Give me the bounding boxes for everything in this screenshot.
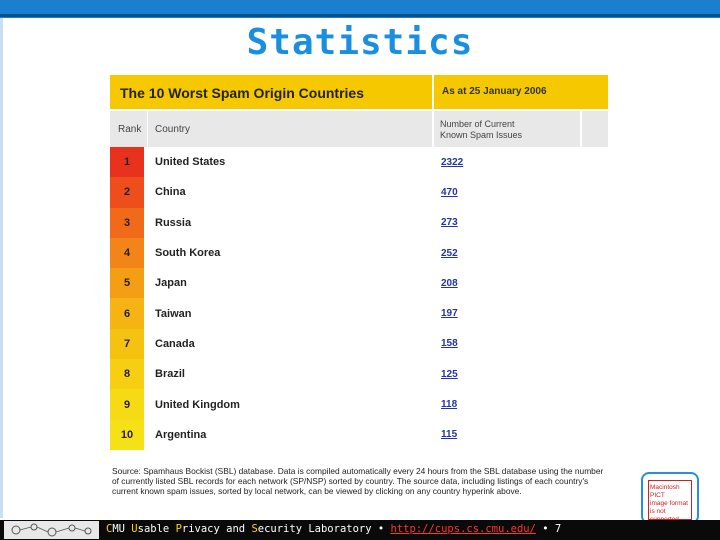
column-header-row: Rank Country Number of Current Known Spa… [110, 109, 608, 147]
table-header: The 10 Worst Spam Origin Countries As at… [110, 75, 608, 109]
country-cell: Russia [155, 216, 192, 229]
placeholder-line1: Macintosh PICT [650, 484, 680, 499]
table-date-note: As at 25 January 2006 [432, 75, 608, 109]
spam-table: The 10 Worst Spam Origin Countries As at… [110, 75, 608, 450]
cups-logo-icon [4, 521, 99, 539]
spam-count-link[interactable]: 273 [441, 217, 458, 229]
footer-text: CMU Usable Privacy and Security Laborato… [106, 523, 561, 535]
table-row: 9 United Kingdom 118 [110, 389, 608, 420]
table-row: 3 Russia 273 [110, 207, 608, 238]
footer-u: U [131, 523, 138, 535]
table-heading: The 10 Worst Spam Origin Countries [110, 75, 432, 109]
country-cell: Canada [155, 337, 195, 350]
footer-ecurity: ecurity Laboratory • [257, 523, 391, 535]
unsupported-image-placeholder: Macintosh PICT image format is not suppo… [641, 472, 699, 524]
placeholder-line3: is not supported [650, 508, 679, 522]
rank-cell: 2 [110, 177, 144, 208]
spam-count-link[interactable]: 158 [441, 338, 458, 350]
country-cell: China [155, 186, 186, 199]
rank-cell: 1 [110, 147, 144, 178]
source-note: Source: Spamhaus Bockist (SBL) database.… [112, 466, 604, 496]
country-cell: Japan [155, 277, 187, 290]
spam-count-link[interactable]: 208 [441, 277, 458, 289]
rank-cell: 6 [110, 298, 144, 329]
spam-count-link[interactable]: 470 [441, 186, 458, 198]
slide-title: Statistics [246, 22, 474, 63]
country-cell: Argentina [155, 428, 207, 441]
footer-c: C [106, 523, 113, 535]
rank-cell: 8 [110, 359, 144, 390]
column-header-number: Number of Current Known Spam Issues [432, 111, 580, 147]
spam-count-link[interactable]: 125 [441, 368, 458, 380]
country-cell: Brazil [155, 368, 185, 381]
table-body: 1 United States 2322 2 China 470 3 Russia 273 4 So… [110, 147, 608, 450]
footer-bar: CMU Usable Privacy and Security Laborato… [0, 520, 720, 540]
top-banner [0, 0, 720, 18]
table-row: 4 South Korea 252 [110, 237, 608, 269]
rank-cell: 10 [110, 419, 144, 450]
table-row: 10 Argentina 115 [110, 419, 608, 450]
left-edge-accent [0, 18, 3, 518]
spam-count-link[interactable]: 2322 [441, 156, 464, 168]
column-header-number-line2: Known Spam Issues [440, 130, 523, 140]
spam-count-link[interactable]: 252 [441, 247, 458, 259]
rank-cell: 9 [110, 389, 144, 420]
rank-cell: 3 [110, 207, 144, 238]
table-row: 8 Brazil 125 [110, 359, 608, 390]
spam-count-link[interactable]: 115 [441, 429, 458, 441]
country-cell: United Kingdom [155, 398, 240, 411]
rank-cell: 5 [110, 268, 144, 299]
footer-sable: sable [137, 523, 176, 535]
unsupported-image-text: Macintosh PICT image format is not suppo… [648, 480, 692, 522]
table-row: 7 Canada 158 [110, 328, 608, 360]
table-row: 1 United States 2322 [110, 147, 608, 178]
table-row: 6 Taiwan 197 [110, 298, 608, 329]
column-header-filler [580, 111, 608, 147]
footer-mu: MU [112, 523, 132, 535]
column-header-country: Country [147, 111, 432, 147]
rank-cell: 7 [110, 328, 144, 360]
column-header-rank: Rank [118, 124, 142, 135]
footer-rivacy: rivacy and [181, 523, 252, 535]
column-header-number-line1: Number of Current [440, 119, 515, 129]
country-cell: South Korea [155, 247, 221, 260]
footer-link[interactable]: http://cups.cs.cmu.edu/ [390, 523, 536, 535]
country-cell: Taiwan [155, 307, 192, 320]
placeholder-line2: image format [650, 500, 688, 507]
spam-count-link[interactable]: 118 [441, 399, 458, 411]
footer-s: S [251, 523, 258, 535]
rank-cell: 4 [110, 237, 144, 269]
footer-page-number: • 7 [535, 523, 562, 535]
spam-count-link[interactable]: 197 [441, 308, 458, 320]
table-row: 2 China 470 [110, 177, 608, 208]
footer-p: P [175, 523, 182, 535]
table-row: 5 Japan 208 [110, 268, 608, 299]
country-cell: United States [155, 156, 226, 169]
top-banner-stripe [0, 14, 720, 17]
